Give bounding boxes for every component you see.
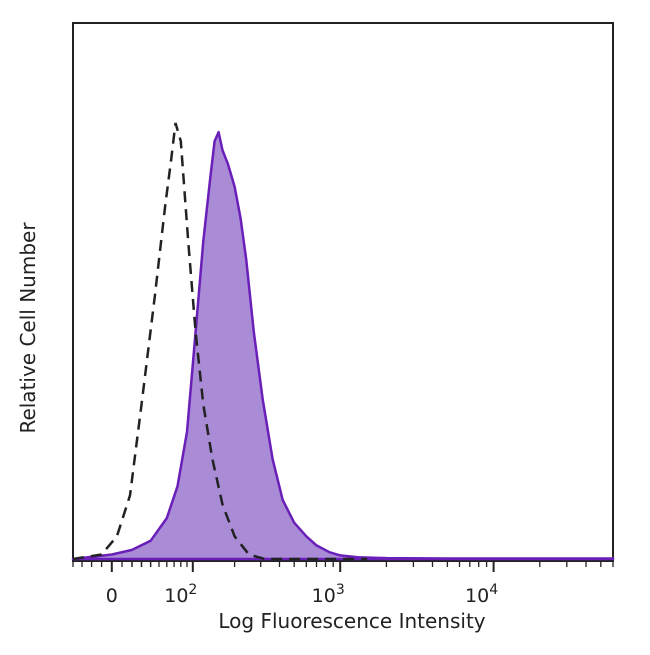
x-axis-title: Log Fluorescence Intensity: [218, 609, 485, 633]
x-tick-label: 102: [164, 582, 197, 607]
stained-histogram-area: [71, 130, 615, 561]
x-tick-label: 104: [465, 582, 498, 607]
x-tick-label: 0: [106, 585, 118, 607]
y-axis-title: Relative Cell Number: [16, 222, 40, 434]
plot-frame: [72, 22, 614, 562]
x-tick-label: 103: [312, 582, 345, 607]
control-histogram-line: [72, 122, 368, 561]
